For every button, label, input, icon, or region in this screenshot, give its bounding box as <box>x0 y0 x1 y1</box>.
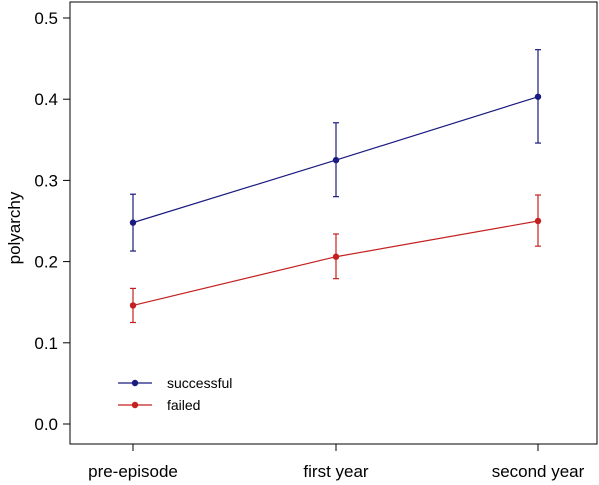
x-tick-label-1: first year <box>303 462 369 481</box>
legend-marker-successful <box>131 379 139 387</box>
legend-label-failed: failed <box>167 397 200 413</box>
y-tick-label-1: 0.1 <box>34 334 58 353</box>
y-tick-label-2: 0.2 <box>34 253 58 272</box>
plot-frame <box>69 1 598 445</box>
y-axis-title: polyarchy <box>5 191 24 264</box>
y-tick-label-3: 0.3 <box>34 171 58 190</box>
legend-label-successful: successful <box>167 375 232 391</box>
data-point-failed-1 <box>332 253 340 260</box>
series-failed <box>129 194 542 324</box>
data-point-failed-2 <box>534 217 542 225</box>
x-axis: pre-episode first year second year <box>88 444 585 481</box>
x-tick-label-2: second year <box>492 462 585 481</box>
y-tick-label-4: 0.4 <box>34 90 58 109</box>
y-axis: 0.0 0.1 0.2 0.3 0.4 0.5 <box>34 9 70 434</box>
series-layer <box>129 49 542 324</box>
data-point-successful-2 <box>534 93 542 100</box>
data-point-failed-0 <box>129 302 137 309</box>
legend: successful failed <box>118 375 232 413</box>
series-successful <box>129 49 542 252</box>
y-tick-label-0: 0.0 <box>34 415 58 434</box>
data-point-successful-0 <box>129 219 137 226</box>
legend-marker-failed <box>131 401 139 409</box>
x-tick-label-0: pre-episode <box>88 462 178 481</box>
data-point-successful-1 <box>332 156 340 164</box>
y-tick-label-5: 0.5 <box>34 9 58 28</box>
